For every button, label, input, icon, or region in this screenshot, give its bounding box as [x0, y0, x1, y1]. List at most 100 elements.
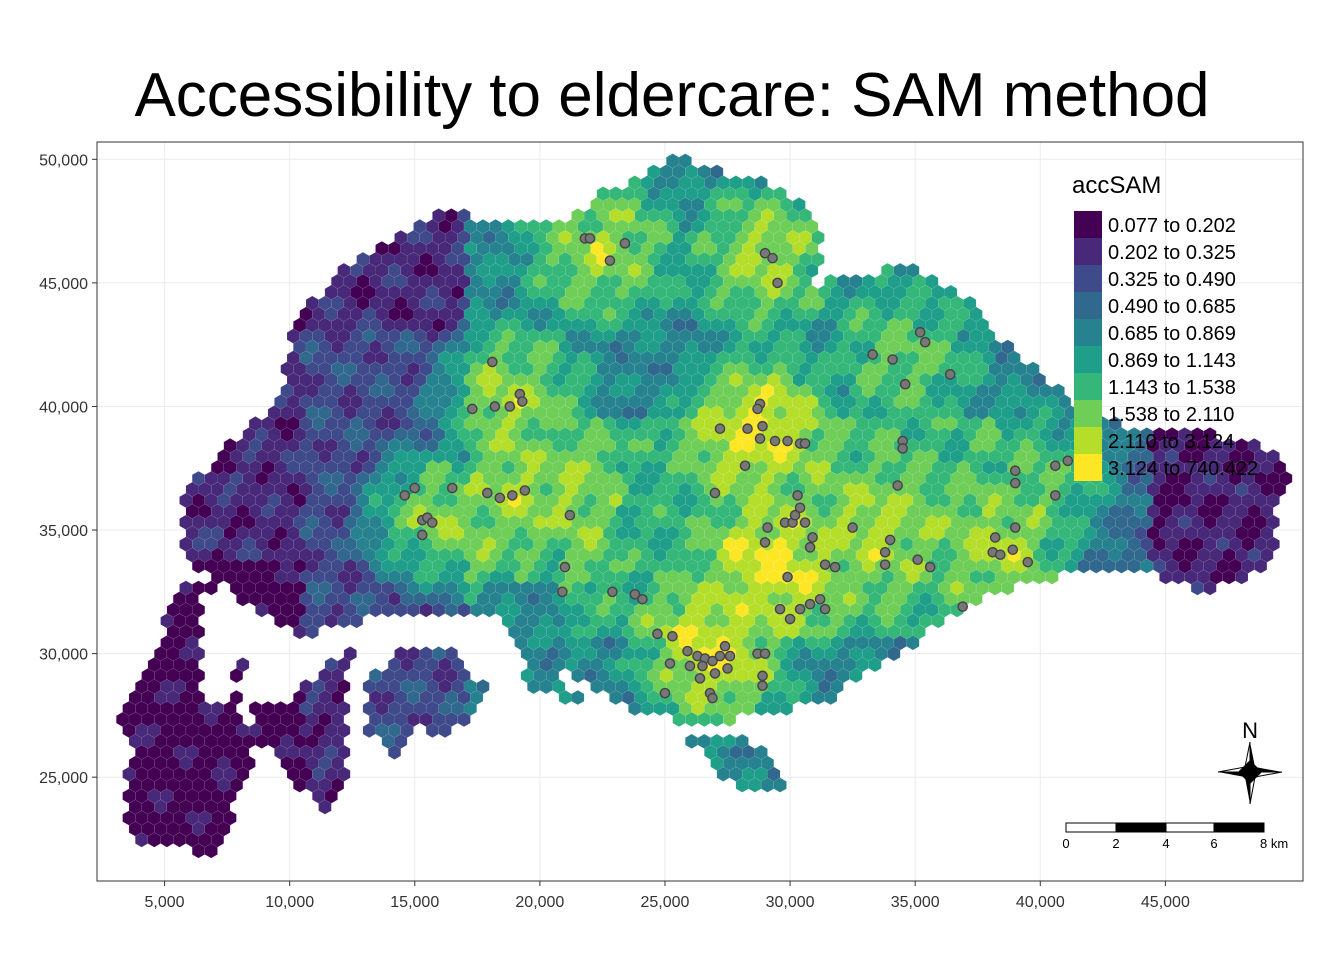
legend-label: 0.325 to 0.490 — [1108, 269, 1236, 291]
eldercare-facility-point — [519, 485, 531, 496]
eldercare-facility-point — [757, 420, 768, 432]
hexagon-cell — [779, 700, 793, 717]
eldercare-facility-point — [792, 490, 803, 501]
scale-label-8: 8 km — [1260, 836, 1288, 851]
eldercare-facility-point — [707, 692, 718, 704]
eldercare-facility-point — [804, 598, 816, 610]
legend-swatch — [1074, 292, 1102, 319]
hexagon-cell — [969, 591, 983, 607]
eldercare-facility-point — [682, 645, 693, 657]
eldercare-facility-point — [517, 396, 528, 407]
eldercare-facility-point — [759, 537, 771, 548]
x-axis: 5,000 10,000 15,000 20,000 25,000 30,000 35,00… — [145, 881, 1190, 911]
eldercare-facility-point — [507, 490, 518, 501]
hexagon-cell — [457, 711, 471, 727]
eldercare-facility-point — [742, 423, 753, 435]
eldercare-facility-point — [879, 559, 891, 570]
eldercare-facility-point — [637, 593, 648, 605]
hexagon-cell — [868, 657, 882, 673]
eldercare-facility-point — [759, 247, 771, 259]
north-arrow-icon: N — [1217, 718, 1283, 805]
eldercare-facility-point — [782, 435, 793, 447]
hexagon-cell — [685, 733, 699, 749]
eldercare-facility-point — [799, 517, 811, 528]
hexagon-cell — [204, 843, 218, 859]
eldercare-facility-point — [757, 670, 768, 682]
y-tick-label: 30,000 — [39, 647, 88, 664]
legend-label: 2.110 to 3.124 — [1108, 431, 1234, 453]
legend-swatch — [1074, 373, 1102, 400]
eldercare-facility-point — [924, 561, 936, 573]
y-tick-label: 40,000 — [39, 399, 88, 416]
hexagon-cell — [191, 602, 206, 618]
hexagon-cell — [1254, 558, 1268, 574]
eldercare-facility-point — [794, 502, 806, 514]
eldercare-facility-point — [789, 509, 801, 521]
y-axis: 25,000 30,000 35,000 40,000 45,000 50,000 — [39, 152, 97, 787]
eldercare-facility-point — [887, 354, 898, 365]
eldercare-facility-point — [667, 631, 678, 642]
eldercare-facility-point — [759, 648, 771, 659]
legend-label: 0.202 to 0.325 — [1108, 242, 1236, 264]
y-tick-label: 35,000 — [39, 523, 88, 540]
eldercare-facility-point — [409, 482, 421, 494]
hexagon-cell — [204, 580, 218, 596]
eldercare-facility-point — [867, 349, 878, 360]
eldercare-facility-point — [1022, 556, 1034, 568]
legend-label: 3.124 to 740.422 — [1108, 458, 1258, 480]
panel-border — [96, 141, 1304, 882]
y-tick-label: 50,000 — [39, 152, 88, 169]
eldercare-facility-point — [897, 443, 908, 454]
north-label: N — [1242, 718, 1258, 743]
legend-swatch — [1074, 319, 1102, 346]
eldercare-facility-point — [607, 586, 618, 598]
scale-bar: 0 2 4 6 8 km — [1062, 822, 1288, 851]
eldercare-facility-point — [489, 401, 501, 412]
legend-label: 0.490 to 0.685 — [1108, 296, 1236, 318]
scale-label-0: 0 — [1062, 836, 1069, 851]
eldercare-facility-point — [504, 401, 516, 412]
hexagon-cell — [1203, 580, 1217, 596]
eldercare-facility-point — [944, 369, 956, 380]
eldercare-facility-point — [807, 532, 818, 543]
eldercare-facility-point — [707, 655, 718, 667]
hexagon-cell — [849, 668, 863, 684]
eldercare-facility-point — [847, 522, 858, 533]
legend-swatch — [1074, 265, 1102, 292]
eldercare-facility-point — [799, 438, 811, 449]
eldercare-facility-point — [989, 532, 1001, 543]
eldercare-facility-point — [722, 663, 733, 674]
hexagon-cell — [571, 689, 585, 706]
eldercare-facility-point — [416, 529, 428, 541]
y-tick-label: 45,000 — [39, 276, 88, 293]
eldercare-facility-point — [1062, 455, 1074, 467]
hexagon-layer — [116, 153, 1293, 859]
eldercare-facility-point — [892, 480, 903, 491]
eldercare-facility-point — [767, 252, 778, 264]
eldercare-facility-point — [919, 336, 931, 348]
eldercare-facility-point — [994, 549, 1006, 561]
eldercare-facility-point — [754, 433, 766, 444]
eldercare-facility-point — [714, 650, 726, 662]
map-title: Accessibility to eldercare: SAM method — [134, 61, 1210, 130]
eldercare-facility-point — [769, 435, 781, 447]
eldercare-facility-point — [757, 680, 768, 692]
eldercare-facility-point — [584, 233, 596, 244]
eldercare-facility-point — [739, 460, 751, 472]
hexagon-cell — [229, 668, 244, 684]
eldercare-facility-point — [694, 673, 706, 684]
x-tick-label: 25,000 — [641, 894, 690, 911]
eldercare-facility-point — [719, 640, 731, 652]
legend-swatch — [1074, 400, 1102, 427]
scale-label-4: 4 — [1162, 836, 1169, 851]
legend-title: accSAM — [1072, 172, 1161, 199]
legend-swatch — [1074, 454, 1102, 481]
eldercare-facility-point — [446, 482, 458, 494]
hexagon-cell — [318, 799, 332, 815]
eldercare-facility-point — [1049, 460, 1061, 472]
eldercare-facility-point — [899, 378, 911, 390]
eldercare-facility-point — [399, 490, 411, 501]
hexagon-cell — [1045, 569, 1059, 585]
hexagon-cell — [438, 722, 452, 738]
eldercare-facility-point — [487, 356, 498, 368]
